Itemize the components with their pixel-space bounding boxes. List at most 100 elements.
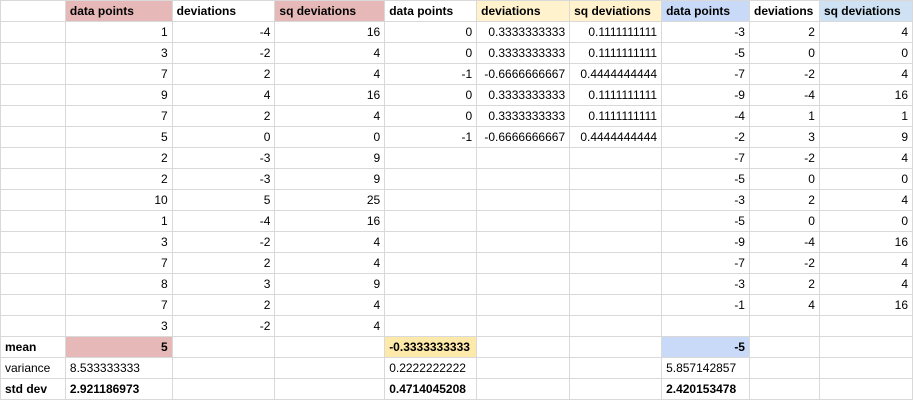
cell[interactable] [818,378,913,400]
header-set-b-data-points[interactable]: data points [384,0,478,22]
cell[interactable]: -4 [748,231,820,253]
cell[interactable]: -5 [661,210,750,232]
header-set-b-deviations[interactable]: deviations [476,0,571,22]
cell[interactable]: -2 [171,231,276,253]
cell[interactable] [818,336,913,358]
cell[interactable] [171,378,276,400]
cell[interactable]: 9 [274,273,386,295]
cell[interactable]: 0 [748,210,820,232]
cell[interactable] [569,231,663,253]
cell[interactable]: 0 [818,42,913,64]
cell[interactable]: 0 [818,168,913,190]
stddev-value-set-b[interactable]: 0.4714045208 [384,378,478,400]
cell[interactable] [0,126,66,148]
cell[interactable] [569,336,663,358]
cell[interactable]: 4 [818,189,913,211]
variance-value-set-c[interactable]: 5.857142857 [661,357,750,379]
header-set-c-deviations[interactable]: deviations [748,0,820,22]
cell[interactable] [384,273,478,295]
cell[interactable]: 2 [171,63,276,85]
cell[interactable]: 10 [64,189,173,211]
cell[interactable] [569,210,663,232]
cell[interactable]: 4 [818,273,913,295]
cell[interactable] [818,315,913,337]
cell[interactable]: 16 [274,210,386,232]
cell[interactable]: 0.4444444444 [569,126,663,148]
cell[interactable] [384,147,478,169]
cell[interactable]: 4 [818,147,913,169]
cell[interactable]: 0 [384,84,478,106]
cell[interactable]: 1 [748,105,820,127]
cell[interactable] [748,336,820,358]
stddev-value-set-c[interactable]: 2.420153478 [661,378,750,400]
cell[interactable] [569,147,663,169]
cell[interactable] [476,189,571,211]
cell[interactable]: -3 [661,189,750,211]
cell[interactable]: 7 [64,252,173,274]
cell[interactable] [274,378,386,400]
cell[interactable]: 3 [64,315,173,337]
cell[interactable]: 4 [274,42,386,64]
cell[interactable] [748,378,820,400]
cell[interactable]: 0 [274,126,386,148]
cell[interactable]: 0.1111111111 [569,21,663,43]
cell[interactable]: 9 [274,168,386,190]
cell[interactable]: -2 [171,42,276,64]
cell[interactable] [569,378,663,400]
cell[interactable] [0,84,66,106]
cell[interactable]: -2 [171,315,276,337]
cell[interactable] [569,294,663,316]
cell[interactable]: 0 [384,105,478,127]
cell[interactable]: -2 [748,63,820,85]
cell[interactable]: 1 [64,210,173,232]
cell[interactable] [384,315,478,337]
cell[interactable]: 0.1111111111 [569,84,663,106]
cell[interactable] [661,315,750,337]
cell[interactable] [274,357,386,379]
cell[interactable]: 2 [171,105,276,127]
cell[interactable]: 4 [748,294,820,316]
cell[interactable] [384,189,478,211]
cell[interactable]: 2 [748,273,820,295]
cell[interactable]: 4 [274,252,386,274]
cell[interactable]: 4 [818,21,913,43]
cell[interactable] [384,210,478,232]
header-set-a-deviations[interactable]: deviations [171,0,276,22]
cell[interactable]: -9 [661,231,750,253]
cell[interactable]: -4 [661,105,750,127]
cell[interactable]: 2 [64,147,173,169]
cell[interactable]: 2 [171,252,276,274]
cell[interactable]: 2 [748,21,820,43]
cell[interactable]: 0.4444444444 [569,63,663,85]
cell[interactable]: 16 [818,84,913,106]
cell[interactable]: 2 [748,189,820,211]
cell[interactable]: -4 [748,84,820,106]
cell[interactable] [476,168,571,190]
cell[interactable]: -5 [661,168,750,190]
cell[interactable] [0,315,66,337]
cell[interactable]: 0 [748,168,820,190]
cell[interactable] [384,231,478,253]
cell[interactable] [384,252,478,274]
cell[interactable]: 4 [274,63,386,85]
cell[interactable]: 3 [171,273,276,295]
cell[interactable] [0,189,66,211]
cell[interactable] [748,315,820,337]
cell[interactable] [476,357,571,379]
cell[interactable] [0,147,66,169]
cell[interactable]: -3 [661,21,750,43]
cell[interactable]: -3 [661,273,750,295]
cell[interactable]: 16 [818,294,913,316]
cell[interactable]: 0 [818,210,913,232]
cell[interactable] [476,294,571,316]
stddev-value-set-a[interactable]: 2.921186973 [64,378,173,400]
cell[interactable] [569,357,663,379]
cell[interactable] [0,42,66,64]
cell[interactable]: 4 [274,105,386,127]
cell[interactable]: -2 [661,126,750,148]
cell[interactable]: 3 [748,126,820,148]
cell[interactable] [476,336,571,358]
cell[interactable]: -3 [171,168,276,190]
cell[interactable] [0,168,66,190]
cell[interactable] [476,315,571,337]
